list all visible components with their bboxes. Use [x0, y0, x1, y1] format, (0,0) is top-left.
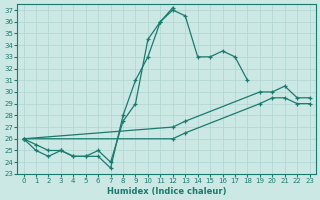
X-axis label: Humidex (Indice chaleur): Humidex (Indice chaleur) — [107, 187, 226, 196]
